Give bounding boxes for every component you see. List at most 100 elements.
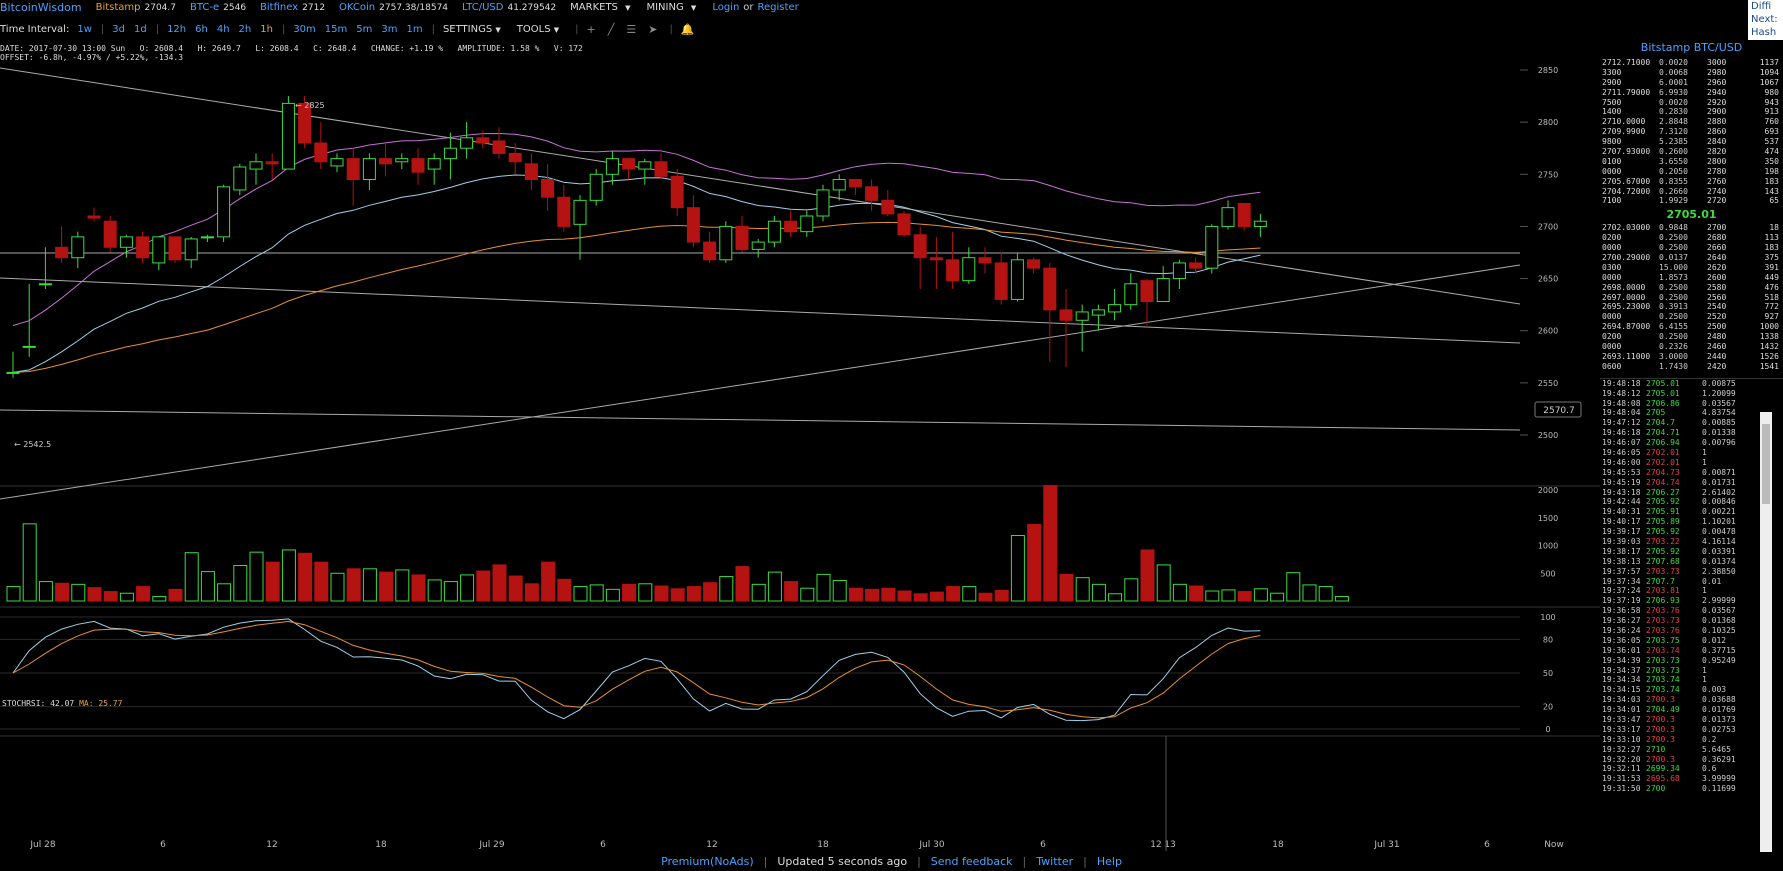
help-link[interactable]: Help: [1096, 854, 1122, 868]
interval-1d[interactable]: 1d: [133, 23, 147, 35]
interval-5m[interactable]: 5m: [356, 23, 373, 35]
candle-body: [265, 161, 279, 165]
panel-title[interactable]: Bitstamp BTC/USD: [1640, 41, 1743, 54]
volume-bar: [865, 588, 880, 602]
markets-menu[interactable]: MARKETS ▼: [570, 2, 634, 13]
candle-body: [589, 173, 603, 201]
interval-1m[interactable]: 1m: [406, 23, 423, 35]
trade-cell: 0.03391: [1702, 546, 1736, 556]
pointer-icon[interactable]: ➤: [648, 22, 658, 36]
alert-bell-icon[interactable]: 🔔: [680, 22, 695, 36]
trade-cell: 0.01374: [1702, 556, 1736, 566]
volume-bar: [1253, 588, 1268, 602]
volume-bar: [298, 552, 313, 602]
orderbook-row: 2704.72000 0.2660 2740 143: [1600, 187, 1783, 197]
orderbook-row: 2694.87000 6.4155 2500 1000: [1600, 322, 1783, 332]
trade-cell: 1.10201: [1702, 517, 1736, 527]
candle-body: [298, 102, 312, 144]
candle-body: [6, 371, 20, 374]
trade-cell: 19:37:24: [1602, 586, 1641, 596]
interval-6h[interactable]: 6h: [195, 23, 208, 35]
trade-cell: 2699.34: [1646, 764, 1680, 774]
trade-cell: 19:32:20: [1602, 754, 1641, 764]
candle-body: [946, 259, 960, 282]
interval-12h[interactable]: 12h: [167, 23, 187, 35]
orderbook-row: 0600 1.7430 2420 1541: [1600, 362, 1783, 372]
price-chart[interactable]: 2850 2800 2750 2700 2650 2600 2550 2500 2000 1500…: [0, 38, 1600, 851]
candle-body: [136, 236, 150, 259]
interval-15m[interactable]: 15m: [324, 23, 348, 35]
premium-link[interactable]: Premium(NoAds): [661, 854, 754, 868]
settings-menu[interactable]: SETTINGS ▼: [443, 24, 501, 35]
trade-cell: 1: [1702, 675, 1707, 685]
exchange-ltcusd[interactable]: LTC/USD: [462, 2, 504, 13]
crosshair-icon[interactable]: +: [586, 22, 596, 36]
difficulty-label: Diffi: [1751, 1, 1772, 12]
volume-bar: [508, 575, 523, 602]
volume-bar: [897, 590, 912, 602]
trade-row: 19:31:50 2700 0.11699: [1600, 784, 1783, 794]
orderbook-cell: 1137: [1759, 58, 1779, 67]
interval-3m[interactable]: 3m: [381, 23, 398, 35]
volume-bar: [1302, 584, 1317, 602]
orderbook-cell: 2705.67000: [1602, 176, 1651, 186]
exchange-bitfinex[interactable]: Bitfinex: [260, 2, 299, 13]
trade-cell: 0.03567: [1702, 606, 1736, 616]
trade-cell: 2703.73: [1646, 566, 1680, 576]
candle-body: [71, 236, 85, 259]
orderbook-cell: 2700: [1707, 223, 1727, 233]
volume-bar: [881, 587, 896, 602]
candle-body: [1172, 262, 1186, 280]
orderbook-row: 2712.71000 0.0020 3000 1137: [1600, 58, 1783, 68]
trade-cell: 19:43:18: [1602, 487, 1641, 497]
orderbook-cell: 1400: [1602, 107, 1622, 117]
candle-body: [751, 241, 765, 250]
trade-cell: 0.11699: [1702, 784, 1736, 794]
stochrsi-tick-label: 50: [1543, 669, 1553, 678]
mining-menu[interactable]: MINING ▼: [646, 2, 700, 13]
exchange-okcoin[interactable]: OKCoin: [339, 2, 376, 13]
volume-bar: [346, 568, 361, 602]
exchange-bitstamp[interactable]: Bitstamp: [95, 2, 141, 13]
orderbook-cell: 0000: [1602, 342, 1622, 352]
mining-label: MINING: [646, 2, 684, 13]
trade-row: 19:37:24 2703.81 1: [1600, 586, 1783, 596]
interval-30m[interactable]: 30m: [293, 23, 316, 35]
interval-4h[interactable]: 4h: [216, 23, 230, 35]
volume-bar: [249, 551, 264, 602]
brand-link[interactable]: BitcoinWisdom: [0, 1, 82, 14]
updated-status: Updated 5 seconds ago: [777, 854, 908, 868]
x-tick-label: 18: [1272, 840, 1284, 850]
tools-menu[interactable]: TOOLS ▼: [517, 24, 559, 35]
fib-tool-icon[interactable]: ☰: [626, 22, 637, 36]
chevron-down-icon: ▼: [625, 4, 631, 12]
trade-list-scrollbar[interactable]: [1760, 412, 1772, 852]
trade-cell: 0.003: [1702, 685, 1727, 695]
exchange-btce[interactable]: BTC-e: [190, 2, 220, 13]
trade-cell: 2705.01: [1646, 378, 1680, 388]
twitter-link[interactable]: Twitter: [1036, 854, 1074, 868]
line-tool-icon[interactable]: ╱: [607, 22, 615, 36]
candle-info: DATE: 2017-07-30 13:00 Sun O: 2608.4 H: …: [0, 44, 583, 62]
trade-row: 19:46:05 2702.01 1: [1600, 448, 1783, 458]
candle-body: [1043, 267, 1057, 311]
x-tick-label: Now: [1544, 840, 1564, 850]
scrollbar-thumb[interactable]: [1762, 424, 1770, 504]
orderbook-cell: 15.000: [1659, 262, 1688, 272]
interval-1h[interactable]: 1h: [260, 23, 273, 35]
trade-row: 19:36:58 2703.76 0.03567: [1600, 606, 1783, 616]
volume-bar: [1205, 590, 1220, 602]
feedback-link[interactable]: Send feedback: [930, 854, 1013, 868]
interval-1w[interactable]: 1w: [77, 23, 92, 35]
login-link[interactable]: Login: [712, 2, 740, 13]
trade-cell: 2704.74: [1646, 477, 1680, 487]
orderbook-cell: 183: [1764, 243, 1779, 253]
candle-body: [978, 257, 992, 264]
register-link[interactable]: Register: [757, 2, 799, 13]
x-tick-label: Jul 29: [478, 840, 504, 850]
orderbook-row: 2693.11000 3.0000 2440 1526: [1600, 352, 1783, 362]
candlestick-series: [6, 96, 1267, 378]
price-tick-label: 2800: [1538, 118, 1558, 127]
interval-3d[interactable]: 3d: [112, 23, 125, 35]
interval-2h[interactable]: 2h: [238, 23, 252, 35]
